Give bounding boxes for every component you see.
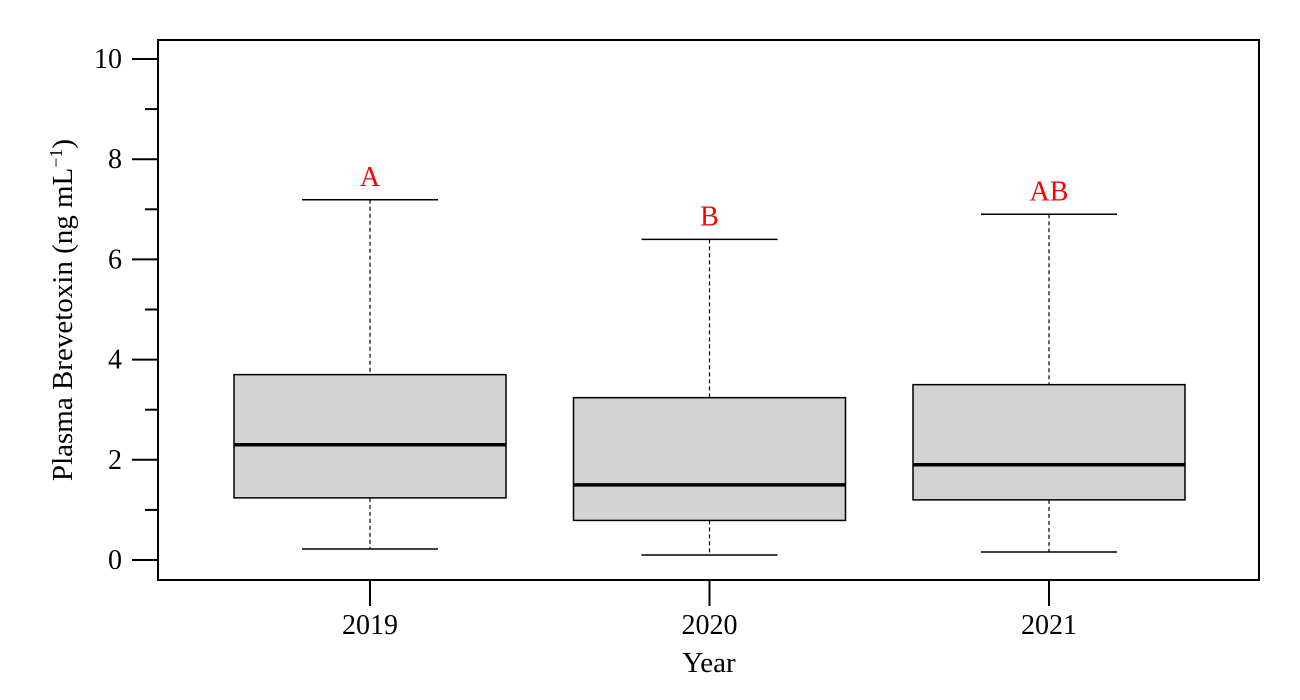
box-2020 [572,396,847,522]
significance-letter: A [360,162,381,193]
y-axis-title-sup: −1 [46,149,66,168]
y-tick-label: 0 [108,545,122,576]
box-2021 [912,383,1186,501]
y-axis-title-close: ) [47,139,79,149]
y-tick-label: 2 [108,445,122,476]
y-tick-label: 10 [94,44,122,75]
box-2019 [233,373,507,499]
x-tick-label: 2019 [342,610,398,641]
plot-frame [157,39,1260,581]
x-tick-label: 2020 [682,610,738,641]
y-tick-label: 4 [108,345,122,376]
y-axis-title-main: Plasma Brevetoxin (ng mL [47,168,79,481]
significance-letter: AB [1030,176,1069,207]
x-tick-label: 2021 [1021,610,1077,641]
y-tick-label: 8 [108,144,122,175]
y-axis-title: Plasma Brevetoxin (ng mL−1) [46,139,79,481]
x-axis-title: Year [682,647,736,679]
y-tick-label: 6 [108,244,122,275]
significance-letter: B [700,201,719,232]
